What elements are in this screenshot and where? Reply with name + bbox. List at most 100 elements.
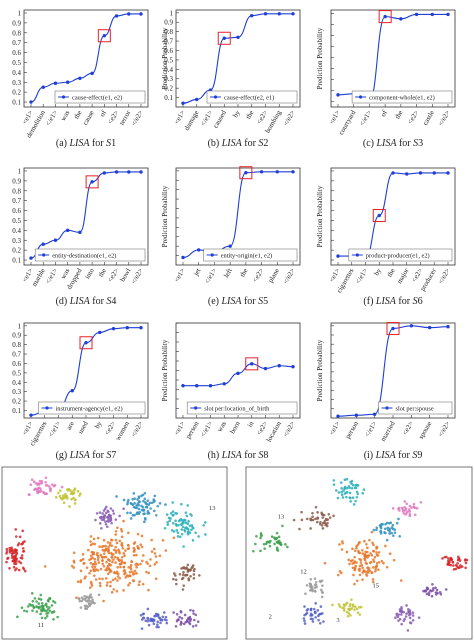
series-line xyxy=(30,13,141,103)
tsne-point xyxy=(181,522,184,525)
x-tick-label: in xyxy=(246,420,256,429)
tsne-point xyxy=(355,490,359,494)
tsne-point xyxy=(298,527,301,531)
tsne-point xyxy=(191,526,195,530)
legend-box xyxy=(203,248,298,262)
tsne-point xyxy=(353,486,357,490)
tsne-point xyxy=(112,512,116,515)
tsne-point xyxy=(316,609,320,612)
chart-panel-5: Prediction Probability <e1> jet </e1> left th… xyxy=(161,166,301,307)
tsne-point xyxy=(137,507,141,511)
tsne-point xyxy=(126,543,130,547)
tsne-point xyxy=(140,627,144,630)
tsne-point xyxy=(179,609,183,613)
tsne-point xyxy=(133,502,136,505)
tsne-point xyxy=(332,483,336,486)
tsne-point xyxy=(368,538,371,542)
tsne-point xyxy=(164,549,168,552)
legend-marker xyxy=(385,406,389,410)
tsne-point xyxy=(102,538,106,542)
tsne-cluster-label: 15 xyxy=(373,582,380,589)
x-tick-label: </e2> xyxy=(437,420,452,438)
tsne-point xyxy=(370,530,374,534)
highlight-box xyxy=(79,336,93,350)
tsne-point xyxy=(172,513,175,517)
tsne-point xyxy=(185,514,189,518)
tsne-point xyxy=(107,563,111,566)
tsne-point xyxy=(28,493,31,496)
tsne-point xyxy=(93,569,96,573)
tsne-point xyxy=(150,538,153,542)
tsne-point xyxy=(273,542,276,546)
tsne-point xyxy=(37,606,41,610)
tsne-point xyxy=(52,617,55,621)
tsne-point xyxy=(146,499,150,502)
tsne-point xyxy=(401,508,405,512)
caption-part: LISA xyxy=(375,296,397,307)
tsne-point xyxy=(397,506,401,510)
tsne-point xyxy=(393,531,397,535)
tsne-point xyxy=(101,548,105,552)
tsne-point xyxy=(127,583,130,587)
tsne-point xyxy=(128,574,132,577)
tsne-point xyxy=(115,541,119,545)
y-tick-label: 0.6 xyxy=(164,47,173,55)
tsne-point xyxy=(408,504,412,508)
tsne-point xyxy=(39,593,43,597)
tsne-point xyxy=(454,563,458,567)
tsne-point xyxy=(19,556,23,560)
tsne-point xyxy=(21,547,25,550)
x-tick-label: by xyxy=(93,420,104,430)
tsne-point xyxy=(102,564,106,568)
tsne-point xyxy=(109,551,113,555)
tsne-point xyxy=(96,558,100,562)
panel-caption: (h) LISA for S8 xyxy=(208,450,269,461)
tsne-point xyxy=(133,572,136,575)
tsne-point xyxy=(48,609,52,613)
data-point xyxy=(405,172,409,176)
tsne-point xyxy=(331,603,334,607)
tsne-point xyxy=(94,562,98,566)
tsne-point xyxy=(46,607,50,611)
data-point xyxy=(53,238,58,242)
tsne-point xyxy=(447,557,450,560)
tsne-point xyxy=(178,572,182,576)
tsne-point xyxy=(82,562,86,565)
tsne-point xyxy=(90,582,93,585)
x-tick-label: of xyxy=(98,108,108,118)
tsne-point xyxy=(157,625,160,629)
tsne-point xyxy=(371,566,375,569)
tsne-point xyxy=(43,609,46,612)
tsne-point xyxy=(101,562,105,566)
tsne-point xyxy=(126,500,130,504)
tsne-point xyxy=(98,511,102,514)
tsne-point xyxy=(419,501,423,504)
tsne-point xyxy=(408,616,412,620)
tsne-point xyxy=(362,488,366,491)
tsne-point xyxy=(40,616,44,620)
tsne-point xyxy=(446,563,450,566)
chart-panel-9: Prediction Probability <e1> person </e1> mar… xyxy=(316,322,456,461)
tsne-point xyxy=(371,577,375,581)
tsne-point xyxy=(147,571,151,575)
tsne-point xyxy=(192,612,195,615)
tsne-point xyxy=(180,528,184,531)
tsne-point xyxy=(405,612,408,616)
tsne-point xyxy=(109,507,113,510)
x-tick-label: was xyxy=(59,109,72,123)
tsne-point xyxy=(93,560,97,564)
tsne-point xyxy=(345,550,349,554)
tsne-point xyxy=(174,578,178,582)
tsne-point xyxy=(110,591,114,594)
tsne-point xyxy=(97,556,100,559)
tsne-point xyxy=(185,527,189,530)
tsne-point xyxy=(5,547,9,551)
tsne-point xyxy=(441,557,444,560)
tsne-point xyxy=(174,519,177,523)
tsne-point xyxy=(384,544,387,548)
y-tick-label: 0.3 xyxy=(12,79,21,87)
tsne-point xyxy=(106,525,109,529)
tsne-point xyxy=(103,514,106,518)
tsne-point xyxy=(348,496,352,499)
x-tick-label: </e2> xyxy=(437,109,452,127)
